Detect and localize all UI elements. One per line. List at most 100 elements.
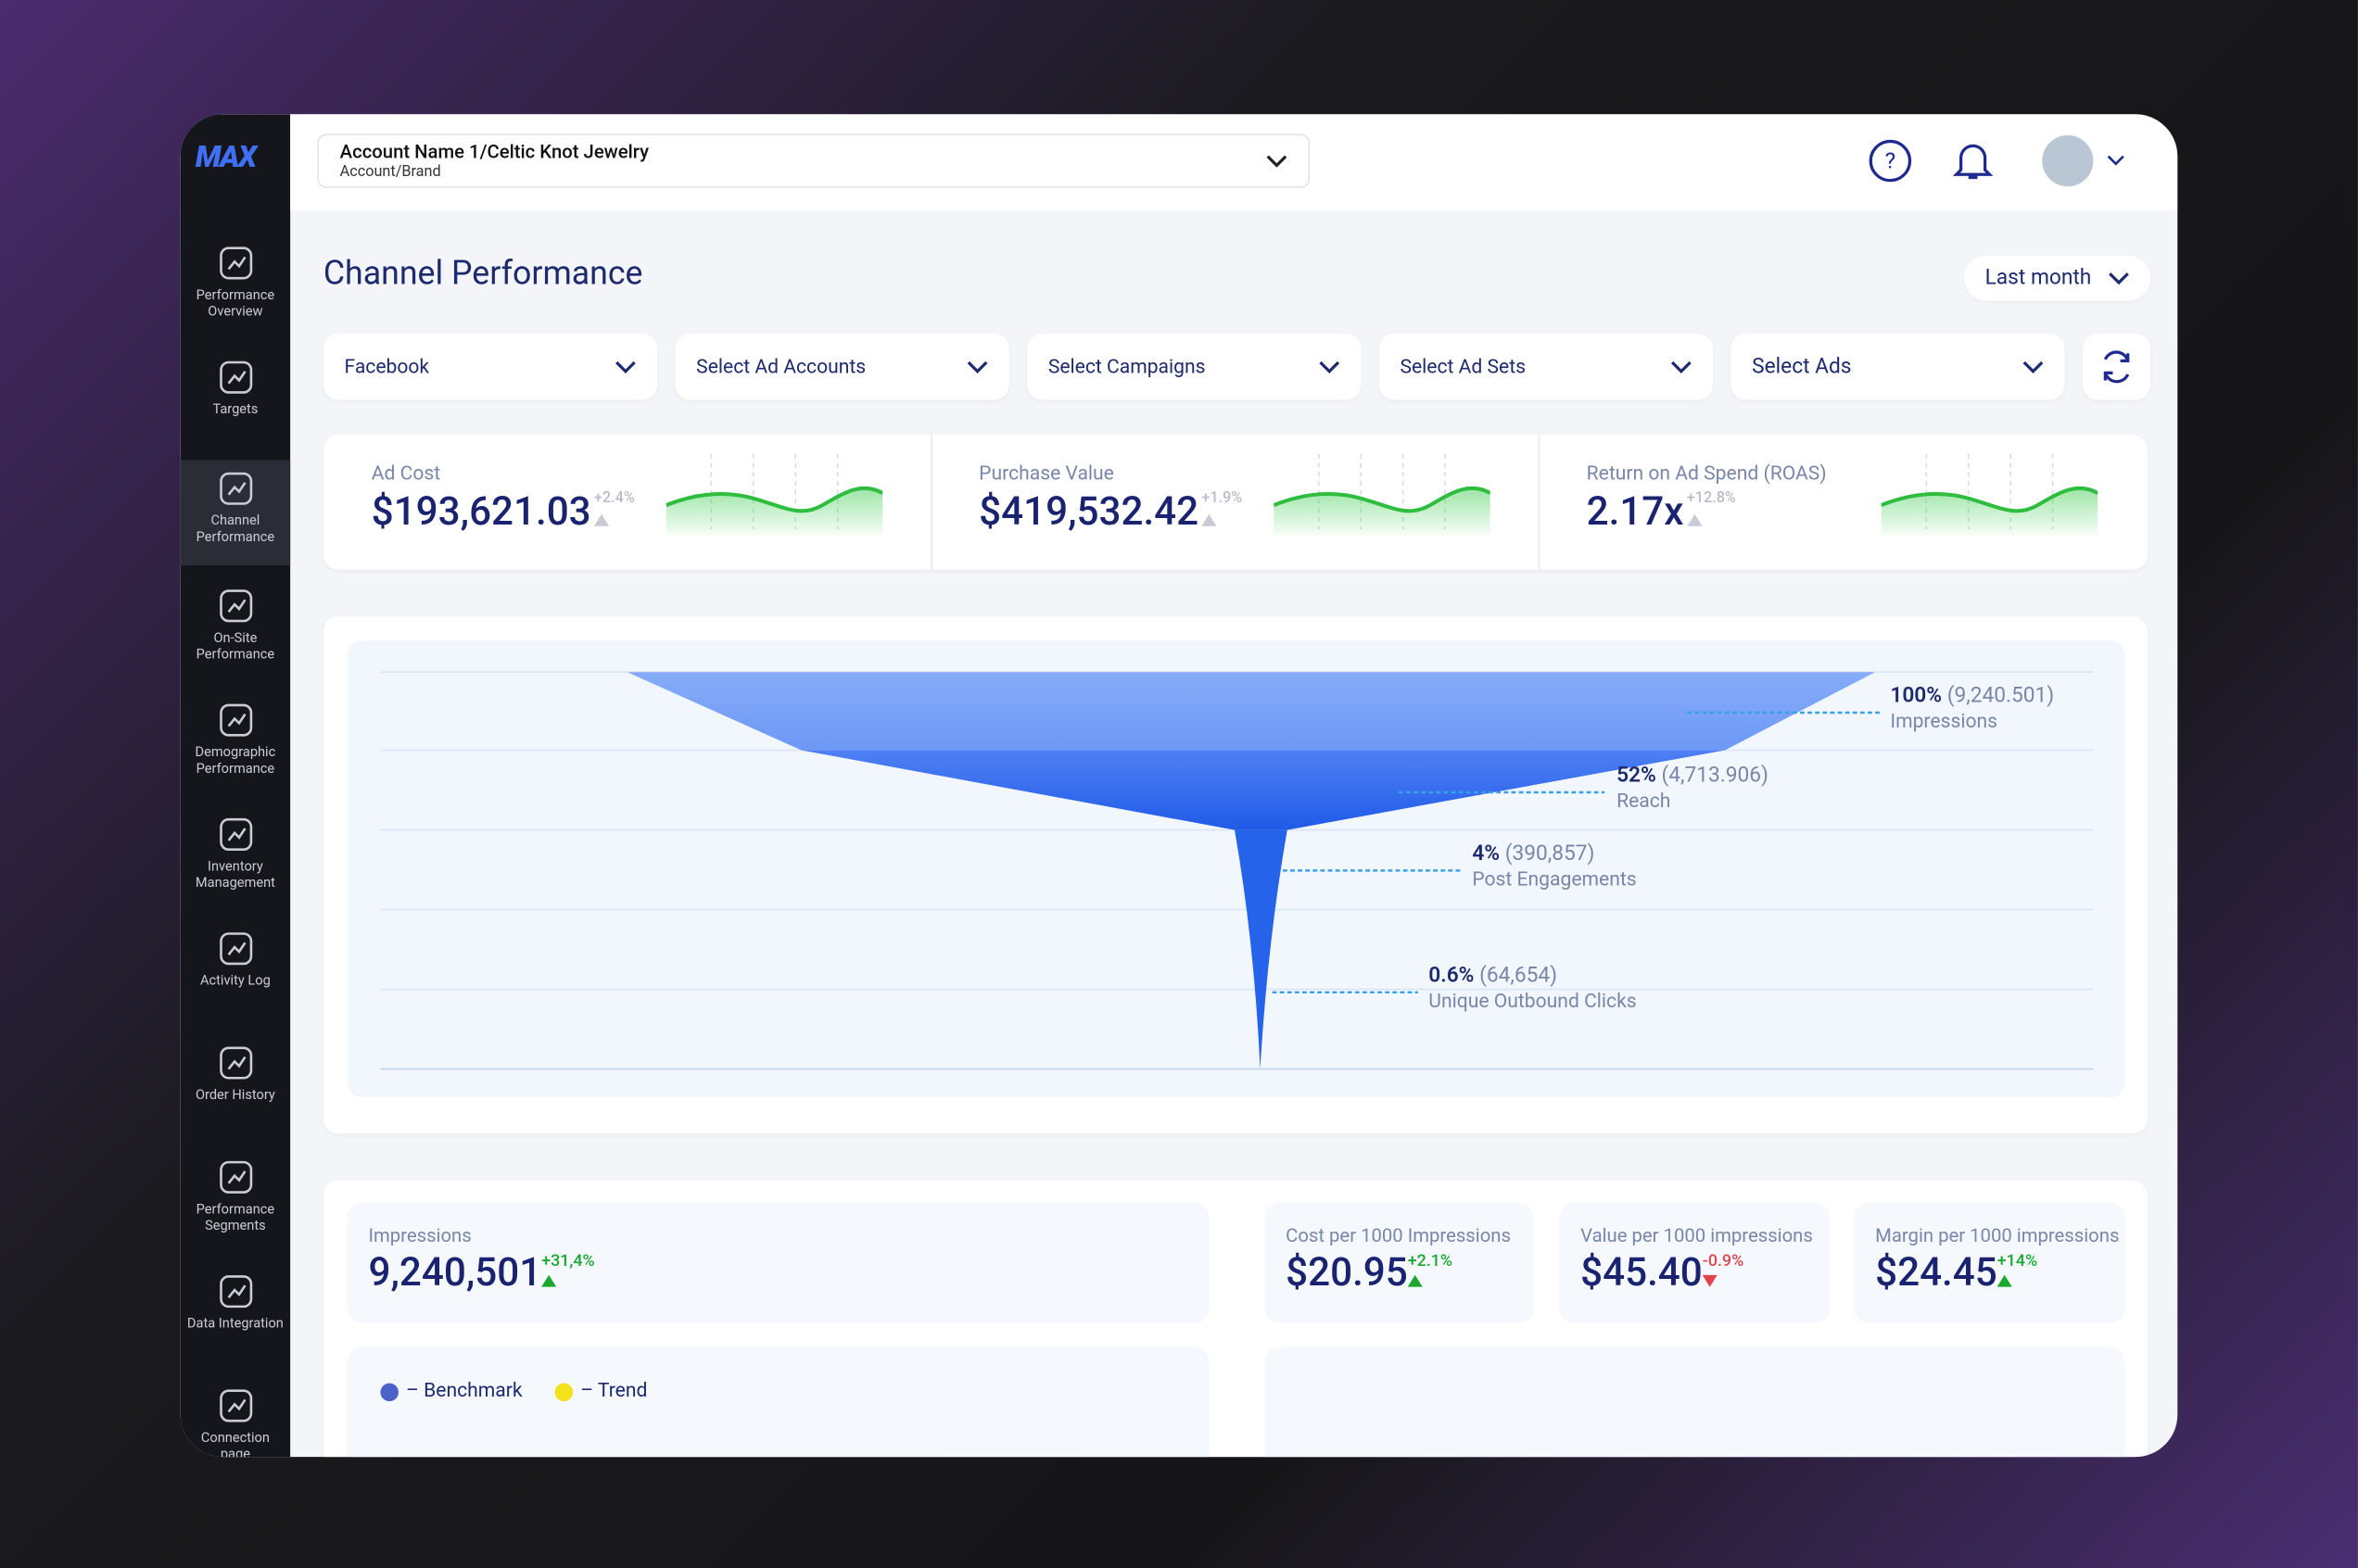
nav-item[interactable]: Performance Segments [181, 1149, 290, 1255]
sparkline-svg [665, 453, 884, 536]
trend-arrow [541, 1274, 557, 1287]
nav-label: Performance Segments [196, 1202, 275, 1234]
chevron [2022, 360, 2044, 373]
nav-label: Performance Overview [196, 288, 275, 321]
chart-panel [1264, 1347, 2125, 1458]
refresh-icon [2103, 350, 2130, 384]
metric-change: -0.9% [1702, 1251, 1743, 1287]
chevron [615, 360, 636, 373]
nav-icon [219, 817, 252, 851]
nav-item[interactable]: Performance Overview [181, 234, 290, 340]
nav-label: Order History [195, 1088, 275, 1104]
kpi-number: 2.17x [1586, 489, 1684, 536]
account-select[interactable]: Account Name 1/Celtic Knot Jewelry Accoun… [317, 133, 1311, 188]
metric-number: $20.95 [1286, 1250, 1408, 1296]
trend-arrow [1702, 1274, 1718, 1287]
metric-number: $45.40 [1580, 1250, 1703, 1296]
sparkline-svg [1273, 453, 1491, 536]
divider [1538, 434, 1540, 570]
funnel-mid [801, 750, 1725, 830]
nav-item[interactable]: Channel Performance [180, 460, 291, 566]
kpi-value: $193,621.03 +2.4% [372, 490, 635, 536]
kpi-change: +1.9% [1201, 490, 1242, 526]
kpi-change: +2.4% [593, 489, 635, 526]
kpi-value: $419,532.42 +1.9% [979, 490, 1242, 536]
trend-arrow [1407, 1274, 1423, 1287]
filter-select[interactable]: Select Ad Sets [1378, 334, 1713, 400]
metric-value: $20.95+2.1% [1286, 1251, 1452, 1296]
chevron [967, 360, 988, 373]
date-range[interactable]: Last month [1963, 255, 2151, 301]
filter-select[interactable]: Select Ads [1730, 334, 2065, 400]
metric-label: Cost per 1000 Impressions [1286, 1225, 1511, 1248]
funnel-line: 100% (9,240.501) [1890, 683, 2054, 710]
sidebar: MAX Performance Overview Targets Channel P… [180, 114, 291, 1458]
nav-icon [219, 589, 252, 623]
metric-change-text: +2.1% [1407, 1250, 1453, 1271]
avatar[interactable] [2042, 135, 2094, 187]
date-range-label: Last month [1984, 266, 2092, 291]
funnel-pct: 52% [1616, 764, 1656, 789]
legend-item: – Trend [554, 1380, 648, 1403]
nav-item[interactable]: Demographic Performance [181, 691, 290, 797]
funnel-bottom [1234, 829, 1287, 1069]
chevron [1266, 154, 1287, 167]
metric-change: +14% [1997, 1250, 2038, 1287]
funnel-count: (9,240.501) [1946, 684, 2055, 709]
nav-item[interactable]: Connection page [181, 1377, 290, 1457]
bell-icon[interactable] [1952, 138, 1994, 183]
nav-item[interactable]: Targets [181, 348, 290, 454]
metric-box: Value per 1000 impressions $45.40-0.9% [1559, 1202, 1831, 1323]
nav-item[interactable]: Order History [181, 1034, 290, 1140]
funnel-pct: 0.6% [1428, 963, 1475, 988]
funnel-count: (64,654) [1479, 963, 1558, 988]
legend-dot [554, 1382, 574, 1401]
account-name: Account Name 1/Celtic Knot Jewelry [339, 141, 650, 164]
filter-select[interactable]: Select Campaigns [1027, 334, 1362, 400]
funnel-count: (390,857) [1504, 841, 1595, 866]
nav-icon [219, 932, 252, 966]
nav-icon [219, 1389, 252, 1423]
funnel-label: 100% (9,240.501) Impressions [1890, 683, 2054, 737]
metric-label: Impressions [368, 1225, 472, 1248]
metric-label: Value per 1000 impressions [1580, 1225, 1813, 1248]
refresh-button[interactable] [2083, 334, 2151, 400]
funnel-stage: Reach [1616, 790, 1671, 814]
filter-label: Select Ad Accounts [696, 355, 867, 379]
funnel-label: 0.6% (64,654) Unique Outbound Clicks [1428, 962, 1636, 1016]
nav-item[interactable]: On-Site Performance [181, 577, 290, 683]
nav-label: Data Integration [186, 1317, 284, 1333]
kpi-change: +12.8% [1686, 490, 1736, 526]
metric-number: 9,240,501 [368, 1250, 542, 1296]
nav-label: Channel Performance [196, 513, 275, 546]
nav-label: Inventory Management [195, 860, 275, 892]
funnel-label: 52% (4,713.906) Reach [1616, 763, 1768, 816]
funnel-line: 4% (390,857) [1472, 841, 1636, 867]
kpi-change-text: +2.4% [593, 489, 635, 507]
up-arrow [593, 513, 610, 526]
nav-icon [219, 1275, 252, 1309]
funnel-pct: 4% [1472, 841, 1501, 866]
nav-item[interactable]: Inventory Management [181, 806, 290, 912]
kpi-label: Ad Cost [371, 462, 441, 487]
chevron [1319, 360, 1340, 373]
help-icon[interactable]: ? [1868, 138, 1913, 183]
nav-item[interactable]: Activity Log [181, 920, 290, 1026]
kpi-row [323, 434, 2148, 570]
legend-dot [380, 1382, 399, 1401]
nav-item[interactable]: Data Integration [181, 1263, 290, 1369]
metric-box: Impressions 9,240,501+31,4% [347, 1202, 1210, 1323]
trend-arrow [1997, 1274, 2012, 1287]
funnel-card [323, 616, 2148, 1134]
sparkline-svg [1880, 453, 2099, 536]
funnel-top [627, 672, 1876, 751]
filter-select[interactable]: Facebook [323, 334, 657, 400]
legend-label: – Trend [580, 1380, 648, 1403]
filter-select[interactable]: Select Ad Accounts [675, 334, 1009, 400]
metric-change-text: +14% [1997, 1250, 2038, 1271]
filter-label: Facebook [344, 355, 430, 379]
up-arrow [1686, 513, 1702, 526]
metric-value: 9,240,501+31,4% [368, 1251, 594, 1296]
kpi-label: Purchase Value [979, 462, 1114, 487]
